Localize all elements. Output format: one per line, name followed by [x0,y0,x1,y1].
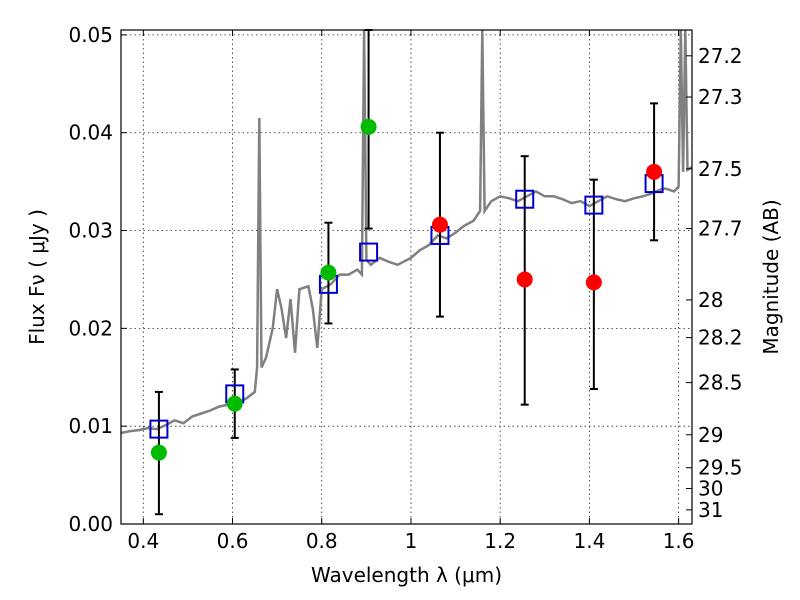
model-layer [149,174,664,439]
model-square [149,419,169,439]
y-tick-label: 0.03 [68,219,113,243]
mag-tick-label: 28.5 [698,371,743,395]
x-axis-label: Wavelength λ (μm) [311,563,502,587]
x-tick-label: 1.2 [484,529,516,553]
mag-tick-label: 31 [698,498,723,522]
mag-tick-label: 30 [698,476,723,500]
spectrum-line [121,30,692,435]
plot-frame [120,29,693,525]
model-square [359,242,379,262]
mag-tick-label: 29.5 [698,456,743,480]
data-point [431,216,448,233]
tick-layer: 0.4 0.6 0.8 1 1.2 1.4 1.6 0.00 0.01 0.02 0.03 0.04 0… [68,23,742,553]
mag-tick-label: 27.7 [698,217,743,241]
y-tick-label: 0.02 [68,316,113,340]
x-tick-label: 1 [405,529,418,553]
x-tick-label: 0.4 [127,529,159,553]
mag-tick-label: 28.2 [698,326,743,350]
grid-layer [121,30,692,525]
data-point [360,118,377,135]
data-point [516,271,533,288]
x-tick-label: 1.6 [663,529,695,553]
mag-tick-label: 29 [698,423,723,447]
y-tick-label: 0.01 [68,414,113,438]
data-point [150,444,167,461]
y-tick-label: 0.04 [68,121,113,145]
data-point [320,264,337,281]
y-axis-label: Flux Fν ( μJy ) [25,209,49,345]
model-square [515,189,535,209]
point-layer [150,118,663,461]
mag-tick-label: 27.5 [698,157,743,181]
mag-tick-label: 28 [698,288,723,312]
y-tick-label: 0.05 [68,23,113,47]
x-tick-label: 0.6 [217,529,249,553]
model-square [584,195,604,215]
mag-tick-label: 27.2 [698,44,743,68]
errorbar-layer [154,29,659,516]
data-point [585,274,602,291]
spectrum-layer [121,30,692,435]
y2-axis-label: Magnitude (AB) [759,199,783,354]
x-tick-label: 1.4 [573,529,605,553]
y-tick-label: 0.00 [68,512,113,536]
x-tick-label: 0.8 [306,529,338,553]
data-point [226,395,243,412]
mag-tick-label: 27.3 [698,85,743,109]
data-point [646,163,663,180]
